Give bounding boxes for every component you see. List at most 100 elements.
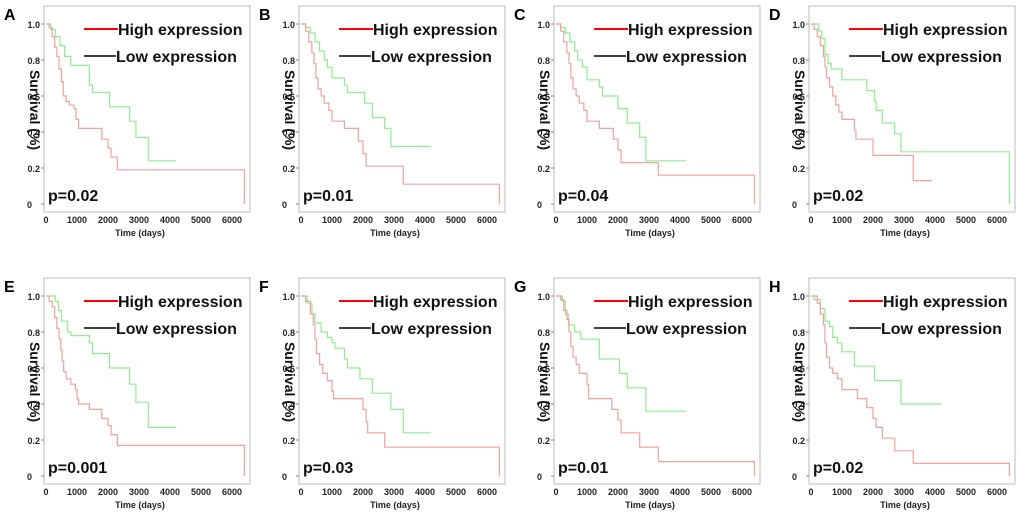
legend-high-label: High expression xyxy=(373,22,497,39)
km-panel-h: H 0 0.2 0.4 0.6 0.8 1.0 0 1000 2000 3000 4000 5000 60… xyxy=(765,272,1020,517)
y-axis-label: Survival (%) xyxy=(27,342,43,422)
x-tick-label: 3000 xyxy=(384,487,404,497)
p-value-label: p=0.001 xyxy=(48,460,107,477)
km-panel-a: A 0 0.2 0.4 0.6 0.8 1.0 0 1000 2000 3000 4000 5000 60… xyxy=(0,0,255,245)
x-tick-label: 3000 xyxy=(639,215,659,225)
y-tick-label: 0.2 xyxy=(282,436,295,446)
x-tick-label: 1000 xyxy=(322,487,342,497)
y-tick-label: 1.0 xyxy=(282,292,295,302)
y-tick-label: 0.2 xyxy=(27,164,40,174)
legend-low-label: Low expression xyxy=(116,321,237,338)
km-panel-g: G 0 0.2 0.4 0.6 0.8 1.0 0 1000 2000 3000 4000 5000 60… xyxy=(510,272,765,517)
x-tick-label: 6000 xyxy=(222,487,242,497)
legend-high-label: High expression xyxy=(628,22,752,39)
x-tick-label: 5000 xyxy=(446,215,466,225)
x-tick-label: 6000 xyxy=(477,215,497,225)
high-expression-curve xyxy=(811,23,932,182)
legend-high-label: High expression xyxy=(373,294,497,311)
x-axis-label: Time (days) xyxy=(115,228,165,238)
x-axis-label: Time (days) xyxy=(880,500,930,510)
y-tick-label: 0.4 xyxy=(282,400,295,410)
y-tick-label: 0.2 xyxy=(792,164,805,174)
p-value-label: p=0.01 xyxy=(558,460,608,477)
x-tick-label: 0 xyxy=(298,487,303,497)
plot-frame xyxy=(43,277,251,485)
x-tick-label: 3000 xyxy=(129,487,149,497)
x-tick-label: 5000 xyxy=(701,215,721,225)
y-tick-label: 0.2 xyxy=(792,436,805,446)
y-tick-label: 1.0 xyxy=(792,292,805,302)
y-tick-label: 0 xyxy=(282,200,287,210)
y-tick-label: 1.0 xyxy=(282,20,295,30)
x-tick-label: 3000 xyxy=(129,215,149,225)
p-value-label: p=0.03 xyxy=(303,460,353,477)
y-tick-label: 1.0 xyxy=(27,292,40,302)
x-axis-label: Time (days) xyxy=(880,228,930,238)
x-tick-label: 0 xyxy=(808,215,813,225)
km-plot: A 0 0.2 0.4 0.6 0.8 1.0 0 1000 2000 3000 4000 5000 60… xyxy=(4,5,251,238)
y-tick-label: 0.4 xyxy=(537,128,550,138)
low-expression-curve xyxy=(811,295,942,405)
y-tick-label: 1.0 xyxy=(27,20,40,30)
x-tick-label: 1000 xyxy=(322,215,342,225)
legend-low-label: Low expression xyxy=(371,49,492,66)
plot-frame xyxy=(298,5,506,213)
plot-frame xyxy=(553,277,761,485)
y-axis-label: Survival (%) xyxy=(27,70,43,150)
low-expression-curve xyxy=(556,295,687,412)
legend-low-label: Low expression xyxy=(116,49,237,66)
x-tick-label: 3000 xyxy=(894,487,914,497)
plot-frame xyxy=(808,277,1016,485)
y-tick-label: 0.6 xyxy=(792,92,805,102)
x-tick-label: 5000 xyxy=(956,215,976,225)
p-value-label: p=0.02 xyxy=(48,188,98,205)
x-tick-label: 4000 xyxy=(670,487,690,497)
x-tick-label: 2000 xyxy=(608,487,628,497)
y-tick-label: 0.8 xyxy=(27,328,40,338)
y-axis-label: Survival (%) xyxy=(282,342,298,422)
plot-frame xyxy=(298,277,506,485)
x-tick-label: 4000 xyxy=(925,487,945,497)
x-tick-label: 1000 xyxy=(832,487,852,497)
low-expression-curve xyxy=(811,23,1010,204)
y-tick-label: 0.2 xyxy=(537,164,550,174)
low-expression-curve xyxy=(556,23,687,162)
y-tick-label: 0.4 xyxy=(282,128,295,138)
y-tick-label: 0.8 xyxy=(537,328,550,338)
y-tick-label: 0 xyxy=(27,472,32,482)
y-tick-label: 0.8 xyxy=(792,56,805,66)
panel-label: E xyxy=(4,279,15,296)
y-tick-label: 0.4 xyxy=(792,400,805,410)
high-expression-curve xyxy=(46,295,245,476)
y-tick-label: 0.4 xyxy=(792,128,805,138)
panel-label: D xyxy=(769,7,781,24)
x-tick-label: 4000 xyxy=(160,215,180,225)
plot-frame xyxy=(553,5,761,213)
x-axis-label: Time (days) xyxy=(115,500,165,510)
legend-low-label: Low expression xyxy=(881,321,1002,338)
y-tick-label: 0.6 xyxy=(27,364,40,374)
y-tick-label: 0.8 xyxy=(537,56,550,66)
x-tick-label: 2000 xyxy=(863,487,883,497)
legend-low-label: Low expression xyxy=(626,321,747,338)
x-tick-label: 3000 xyxy=(639,487,659,497)
y-axis-label: Survival (%) xyxy=(792,342,808,422)
y-tick-label: 0.8 xyxy=(282,56,295,66)
y-tick-label: 0.8 xyxy=(792,328,805,338)
x-tick-label: 0 xyxy=(43,487,48,497)
low-expression-curve xyxy=(46,23,177,162)
x-tick-label: 2000 xyxy=(863,215,883,225)
panel-label: B xyxy=(259,7,271,24)
y-tick-label: 0.6 xyxy=(537,364,550,374)
x-tick-label: 3000 xyxy=(894,215,914,225)
legend-low-label: Low expression xyxy=(881,49,1002,66)
low-expression-curve xyxy=(301,23,432,147)
x-tick-label: 2000 xyxy=(98,215,118,225)
high-expression-curve xyxy=(301,295,500,476)
x-tick-label: 5000 xyxy=(956,487,976,497)
legend-high-label: High expression xyxy=(883,294,1007,311)
x-tick-label: 6000 xyxy=(732,487,752,497)
plot-frame xyxy=(808,5,1016,213)
p-value-label: p=0.01 xyxy=(303,188,353,205)
y-tick-label: 0.2 xyxy=(27,436,40,446)
